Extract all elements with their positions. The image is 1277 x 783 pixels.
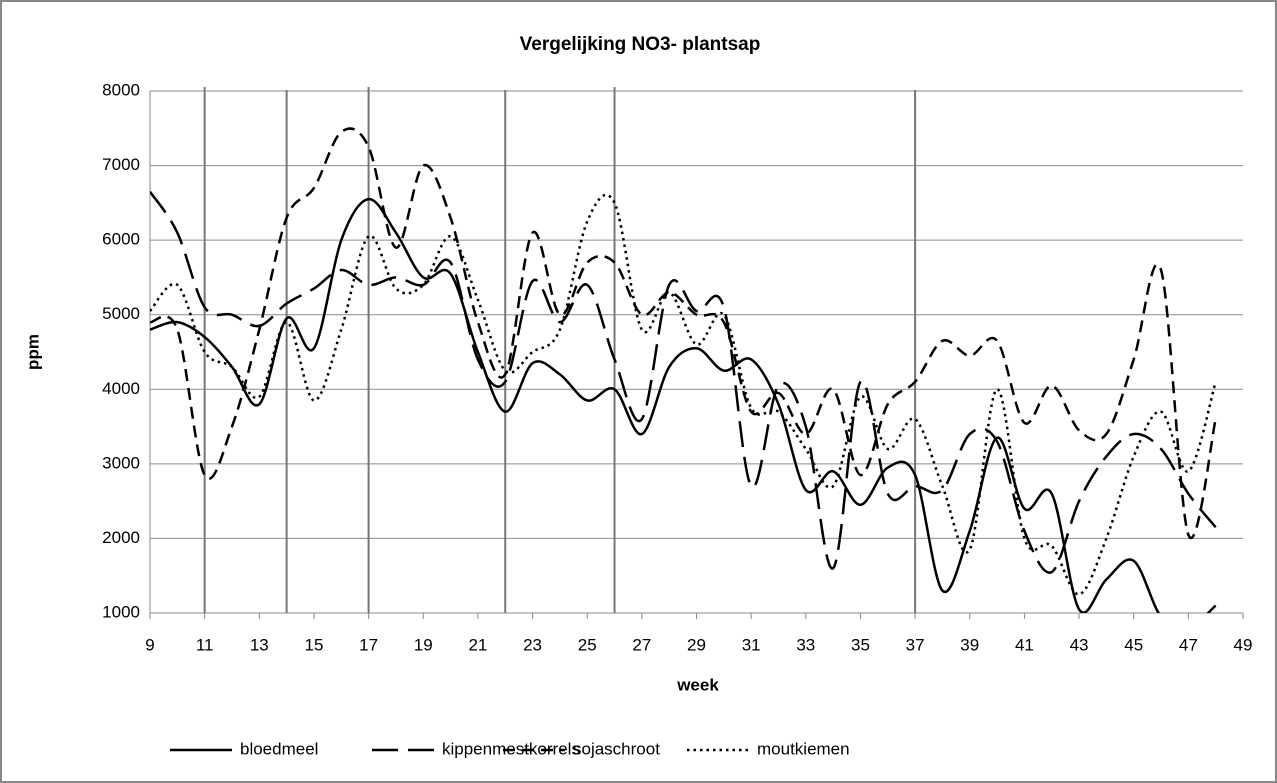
x-tick-label: 49: [1234, 635, 1253, 654]
y-tick-label: 3000: [102, 453, 140, 472]
x-tick-label: 19: [414, 635, 433, 654]
x-tick-label: 43: [1070, 635, 1089, 654]
series-line: [150, 127, 1217, 540]
y-tick-label: 1000: [102, 602, 140, 621]
y-tick-label: 2000: [102, 528, 140, 547]
x-axis-label: week: [676, 675, 719, 694]
y-tick-label: 8000: [102, 80, 140, 99]
x-tick-label: 17: [359, 635, 378, 654]
legend-label: sojaschroot: [573, 739, 660, 758]
y-tick-label: 4000: [102, 379, 140, 398]
x-tick-label: 47: [1179, 635, 1198, 654]
x-tick-label: 11: [196, 635, 214, 654]
y-tick-label: 5000: [102, 304, 140, 323]
y-tick-label: 7000: [102, 155, 140, 174]
x-tick-label: 27: [632, 635, 651, 654]
x-tick-label: 15: [304, 635, 323, 654]
chart-title: Vergelijking NO3- plantsap: [520, 34, 761, 55]
x-tick-label: 33: [796, 635, 815, 654]
x-tick-label: 29: [687, 635, 706, 654]
x-tick-label: 45: [1124, 635, 1143, 654]
plot-lines: [150, 127, 1217, 613]
x-tick-label: 31: [742, 635, 761, 654]
series-line: [150, 190, 1217, 574]
x-tick-label: 9: [145, 635, 154, 654]
x-tick-label: 41: [1015, 635, 1034, 654]
x-tick-label: 13: [250, 635, 269, 654]
x-tick-label: 23: [523, 635, 542, 654]
legend-label: bloedmeel: [240, 739, 318, 758]
x-tick-label: 39: [960, 635, 979, 654]
x-tick-label: 25: [578, 635, 597, 654]
series-line: [150, 197, 1217, 613]
x-tick-label: 35: [851, 635, 870, 654]
y-axis-label: ppm: [23, 334, 42, 370]
y-tick-label: 6000: [102, 230, 140, 249]
x-tick-label: 21: [468, 635, 487, 654]
legend-label: moutkiemen: [757, 739, 850, 758]
x-tick-label: 37: [906, 635, 925, 654]
